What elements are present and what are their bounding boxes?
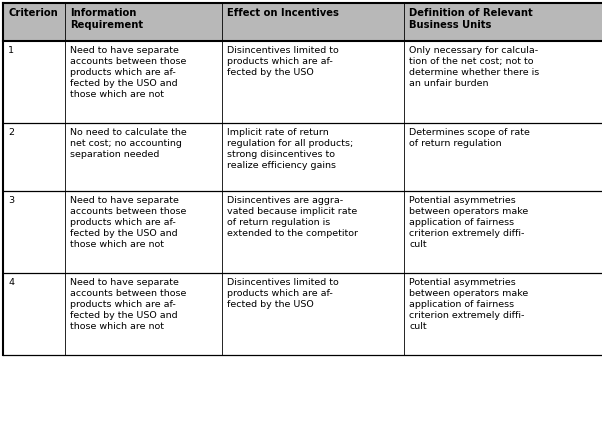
Bar xyxy=(3,3,65,41)
Bar xyxy=(65,273,222,355)
Bar xyxy=(3,41,65,123)
Text: Criterion: Criterion xyxy=(8,8,58,18)
Text: Implicit rate of return
regulation for all products;
strong disincentives to
rea: Implicit rate of return regulation for a… xyxy=(227,128,353,170)
Bar xyxy=(222,273,404,355)
Bar xyxy=(404,41,602,123)
Bar xyxy=(3,123,65,191)
Text: 1: 1 xyxy=(8,46,14,55)
Text: Effect on Incentives: Effect on Incentives xyxy=(227,8,339,18)
Bar xyxy=(65,191,222,273)
Text: Determines scope of rate
of return regulation: Determines scope of rate of return regul… xyxy=(409,128,530,148)
Bar xyxy=(404,191,602,273)
Text: Information
Requirement: Information Requirement xyxy=(70,8,143,30)
Text: Need to have separate
accounts between those
products which are af-
fected by th: Need to have separate accounts between t… xyxy=(70,46,187,99)
Bar xyxy=(65,3,222,41)
Bar xyxy=(404,123,602,191)
Bar xyxy=(222,191,404,273)
Bar xyxy=(65,123,222,191)
Bar xyxy=(3,273,65,355)
Bar xyxy=(3,191,65,273)
Text: Definition of Relevant
Business Units: Definition of Relevant Business Units xyxy=(409,8,533,30)
Text: Disincentives are aggra-
vated because implicit rate
of return regulation is
ext: Disincentives are aggra- vated because i… xyxy=(227,196,358,238)
Text: Only necessary for calcula-
tion of the net cost; not to
determine whether there: Only necessary for calcula- tion of the … xyxy=(409,46,539,88)
Text: Disincentives limited to
products which are af-
fected by the USO: Disincentives limited to products which … xyxy=(227,46,339,77)
Text: Need to have separate
accounts between those
products which are af-
fected by th: Need to have separate accounts between t… xyxy=(70,196,187,250)
Bar xyxy=(222,123,404,191)
Text: No need to calculate the
net cost; no accounting
separation needed: No need to calculate the net cost; no ac… xyxy=(70,128,187,159)
Text: Disincentives limited to
products which are af-
fected by the USO: Disincentives limited to products which … xyxy=(227,278,339,309)
Bar xyxy=(404,273,602,355)
Text: Need to have separate
accounts between those
products which are af-
fected by th: Need to have separate accounts between t… xyxy=(70,278,187,331)
Text: Potential asymmetries
between operators make
application of fairness
criterion e: Potential asymmetries between operators … xyxy=(409,278,528,331)
Text: 2: 2 xyxy=(8,128,14,137)
Bar xyxy=(404,3,602,41)
Bar xyxy=(222,3,404,41)
Text: 3: 3 xyxy=(8,196,14,205)
Text: 4: 4 xyxy=(8,278,14,287)
Bar xyxy=(222,41,404,123)
Bar xyxy=(65,41,222,123)
Text: Potential asymmetries
between operators make
application of fairness
criterion e: Potential asymmetries between operators … xyxy=(409,196,528,250)
